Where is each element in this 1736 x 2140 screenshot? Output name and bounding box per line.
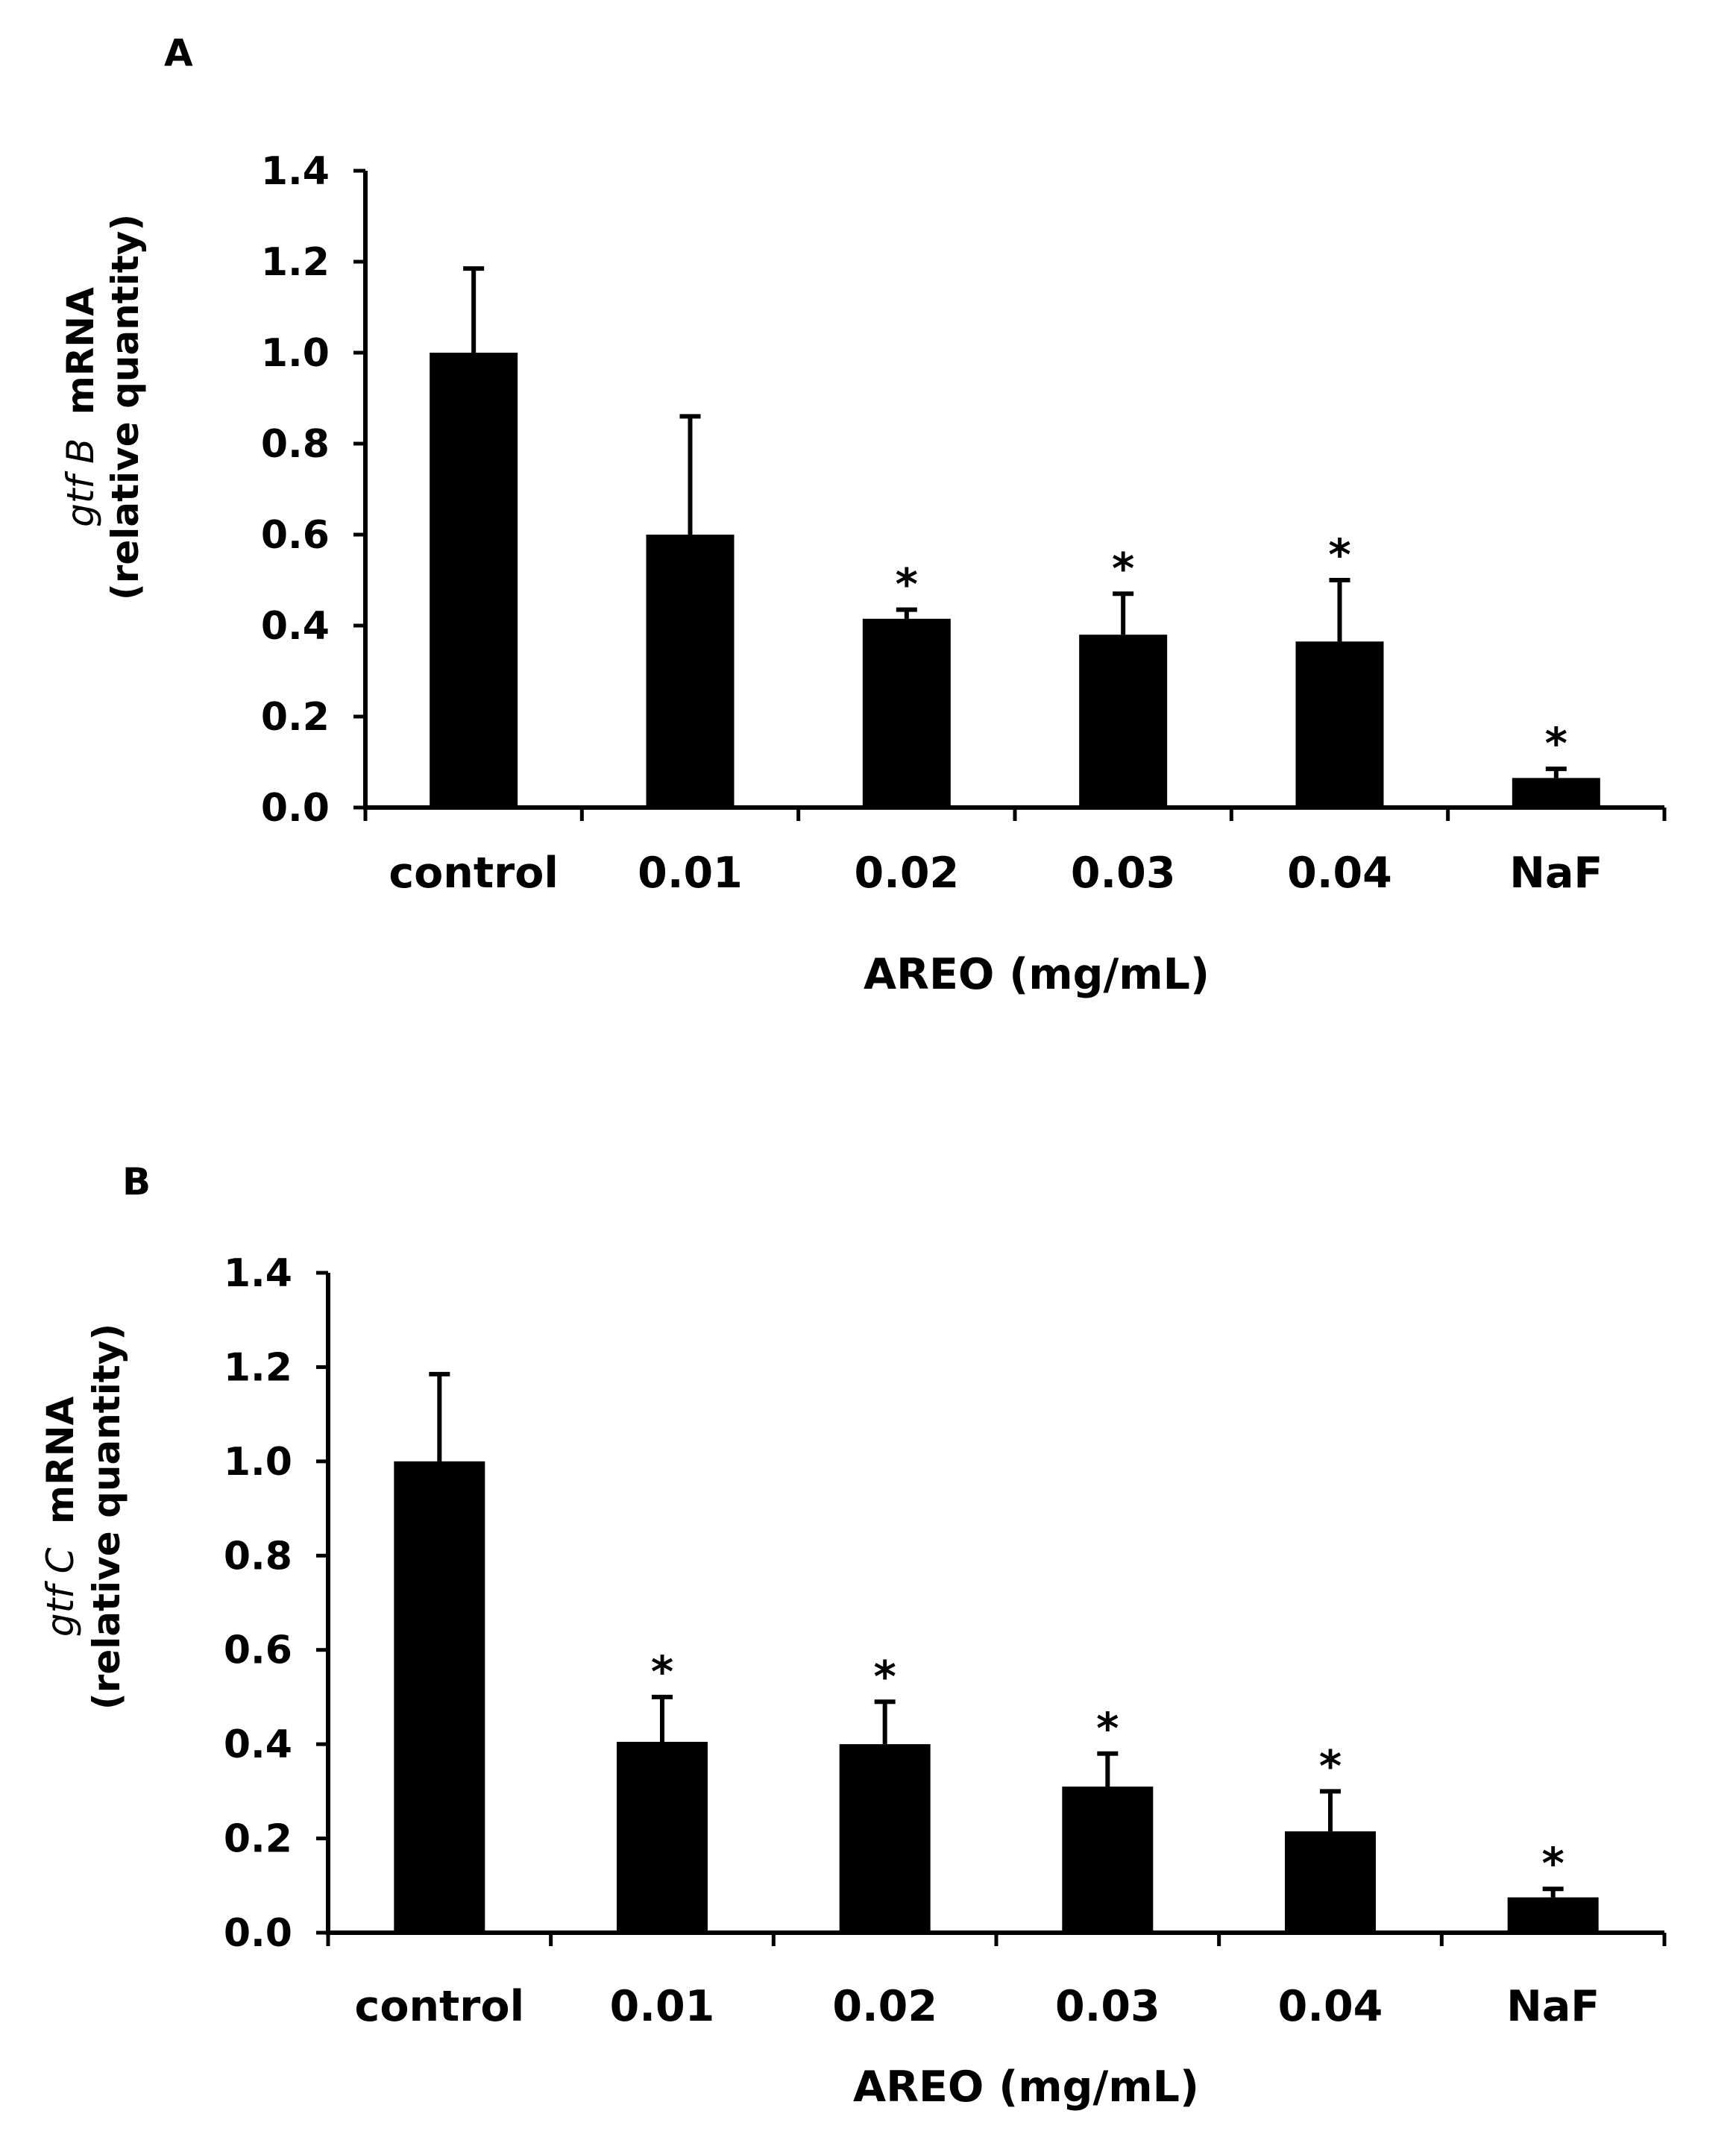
- y-tick-label: 1.2: [261, 240, 330, 285]
- significance-marker: *: [1112, 543, 1134, 594]
- x-tick-label: 0.02: [832, 1982, 937, 2031]
- significance-marker: *: [651, 1646, 673, 1697]
- x-axis-label: AREO (mg/mL): [853, 2062, 1199, 2112]
- plot-area: 0.0 0.2 0.4 0.6 0.8 1.0 1.2 1.4 control 0.01 * 0.02…: [261, 149, 1667, 898]
- y-tick-label: 0.8: [261, 422, 330, 467]
- x-tick-label: 0.04: [1287, 849, 1392, 898]
- y-tick-label: 0.0: [224, 1911, 292, 1956]
- significance-marker: *: [1328, 529, 1350, 580]
- y-axis-label: gtf C mRNA: [39, 1397, 82, 1637]
- significance-marker: *: [1096, 1703, 1119, 1754]
- bar: [1062, 1787, 1154, 1933]
- y-tick-label: 1.2: [224, 1345, 292, 1390]
- x-tick-label: 0.01: [638, 849, 743, 898]
- y-tick-label: 1.4: [261, 149, 330, 194]
- bar: [839, 1744, 931, 1933]
- y-tick-label: 0.0: [261, 786, 330, 831]
- x-tick-label: 0.02: [855, 849, 960, 898]
- y-axis-suffix: mRNA: [59, 287, 102, 415]
- y-tick-label: 1.0: [261, 331, 330, 376]
- x-tick-label: control: [389, 849, 559, 898]
- x-tick-label: NaF: [1506, 1982, 1600, 2031]
- y-axis-gene: gtf B: [59, 438, 102, 527]
- significance-marker: *: [896, 559, 918, 610]
- bar: [1507, 1897, 1599, 1933]
- significance-marker: *: [1319, 1740, 1342, 1791]
- x-axis-label: AREO (mg/mL): [864, 950, 1210, 999]
- x-tick-label: control: [355, 1982, 525, 2031]
- y-axis-gene: gtf C: [39, 1547, 82, 1637]
- y-axis-label-line2: (relative quantity): [104, 214, 147, 600]
- y-tick-label: 0.6: [261, 513, 330, 558]
- panel-a: A gtf B mRNA (relative quantity) AREO (m…: [59, 31, 1667, 999]
- y-tick-label: 0.2: [261, 695, 330, 740]
- significance-marker: *: [1541, 1838, 1564, 1889]
- bar: [1512, 778, 1600, 808]
- bar: [1295, 641, 1384, 808]
- significance-marker: *: [873, 1651, 896, 1702]
- y-axis-label-line2: (relative quantity): [85, 1324, 128, 1710]
- bar: [646, 535, 735, 808]
- bar: [862, 618, 951, 808]
- significance-marker: *: [1545, 718, 1567, 769]
- panel-b: B gtf C mRNA (relative quantity) AREO (m…: [39, 1160, 1667, 2112]
- y-axis-label: gtf B mRNA: [59, 287, 102, 527]
- y-tick-label: 0.4: [224, 1722, 292, 1767]
- y-tick-label: 0.2: [224, 1817, 292, 1862]
- y-tick-label: 1.0: [224, 1440, 292, 1485]
- y-tick-label: 1.4: [224, 1251, 292, 1296]
- bar: [617, 1741, 708, 1933]
- plot-area: 0.0 0.2 0.4 0.6 0.8 1.0 1.2 1.4 control * 0.01 * 0.0…: [224, 1251, 1667, 2031]
- bar: [1079, 635, 1168, 808]
- x-tick-label: NaF: [1509, 849, 1603, 898]
- bar: [394, 1461, 485, 1933]
- y-tick-label: 0.6: [224, 1628, 292, 1673]
- y-tick-label: 0.8: [224, 1534, 292, 1579]
- x-tick-label: 0.03: [1055, 1982, 1160, 2031]
- x-tick-label: 0.01: [610, 1982, 715, 2031]
- bar: [430, 353, 518, 808]
- panel-label: B: [122, 1160, 151, 1203]
- panel-label: A: [164, 31, 193, 75]
- y-axis-suffix: mRNA: [39, 1397, 82, 1524]
- bar: [1285, 1831, 1376, 1933]
- x-tick-label: 0.03: [1071, 849, 1176, 898]
- y-tick-label: 0.4: [261, 604, 330, 649]
- x-tick-label: 0.04: [1278, 1982, 1383, 2031]
